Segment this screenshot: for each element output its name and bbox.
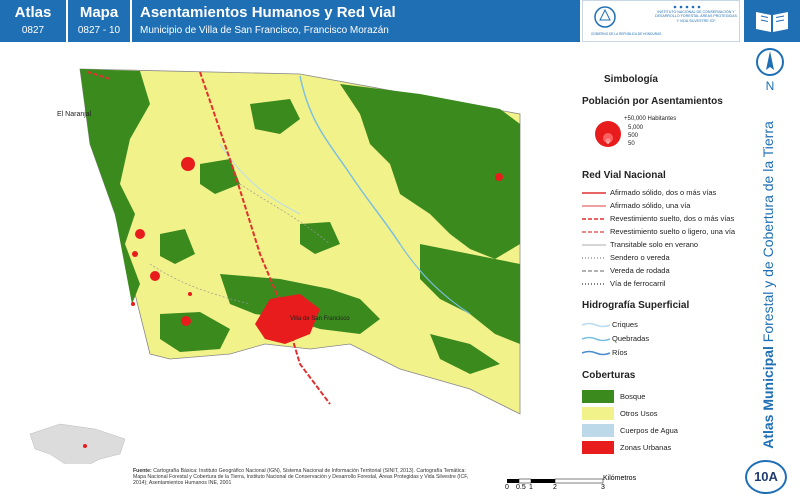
population-item: +50,000 Habitantes — [624, 116, 677, 122]
cover-legend-label: Zonas Urbanas — [620, 443, 672, 452]
sidebar-title-rest: Forestal y de Cobertura de la Tierra — [760, 121, 776, 347]
mapa-label: Mapa — [79, 4, 119, 21]
road-legend-label: Revestimiento suelto, dos o más vías — [610, 214, 735, 223]
population-item: 5,000 — [628, 125, 644, 131]
honduras-locator-map — [29, 423, 126, 470]
urban-area — [255, 294, 320, 344]
road-swatch — [582, 257, 606, 259]
scale-bar: 0 0.5 1 2 3 Kilómetros — [505, 475, 636, 498]
scale-tick: 0.5 — [516, 484, 526, 491]
hydro-swatch — [582, 350, 610, 356]
header: Atlas 0827 Mapa 0827 - 10 Asentamientos … — [0, 0, 800, 42]
label-villa-san-francisco: Villa de San Francisco — [290, 316, 350, 322]
sources-label: Fuente: — [133, 468, 152, 474]
road-legend-label: Vereda de rodada — [610, 266, 670, 275]
population-item: 500 — [628, 133, 639, 139]
sources-text: Cartografía Básica: Instituto Geográfico… — [133, 468, 469, 487]
cover-swatch — [582, 407, 614, 420]
map-svg: El Naranjal Villa de San Francisco — [29, 68, 521, 470]
atlas-label: Atlas — [14, 4, 52, 21]
scale-tick: 2 — [553, 484, 557, 491]
scale-tick: 0 — [505, 484, 509, 491]
road-swatch — [582, 205, 606, 207]
settlements — [131, 157, 503, 326]
hydro-legend-label: Ríos — [612, 348, 628, 357]
hydro-swatch — [582, 336, 610, 342]
mapa-code: 0827 - 10 — [77, 25, 121, 36]
scale-unit: Kilómetros — [603, 475, 637, 482]
road-legend-label: Sendero o vereda — [610, 253, 670, 262]
map-area: El Naranjal Villa de San Francisco — [0, 44, 580, 470]
title-box: Asentamientos Humanos y Red Vial Municip… — [132, 0, 580, 42]
legend: Simbología Población por Asentamientos +… — [580, 70, 740, 460]
page-title: Asentamientos Humanos y Red Vial — [140, 4, 396, 21]
scale-tick: 1 — [529, 484, 533, 491]
cover-swatch — [582, 441, 614, 454]
population-item: 50 — [628, 141, 635, 147]
institution-logos: GOBIERNO DE LA REPÚBLICA DE HONDURAS INS… — [582, 0, 740, 42]
page-subtitle: Municipio de Villa de San Francisco, Fra… — [140, 25, 389, 36]
north-label: N — [765, 79, 775, 93]
population-circles — [595, 121, 621, 147]
road-legend-label: Transitable solo en verano — [610, 240, 699, 249]
cover-swatch — [582, 424, 614, 437]
sidebar-title: Atlas Municipal Forestal y de Cobertura … — [738, 120, 798, 450]
legend-cover-title: Coberturas — [582, 370, 636, 381]
scale-tick: 3 — [601, 484, 605, 491]
logos-svg: GOBIERNO DE LA REPÚBLICA DE HONDURAS INS… — [591, 5, 737, 36]
legend-population-title: Población por Asentamientos — [582, 96, 723, 107]
cover-legend-label: Cuerpos de Agua — [620, 426, 678, 435]
road-swatch — [582, 270, 606, 272]
cover-legend-label: Otros Usos — [620, 409, 658, 418]
sources: Fuente: Cartografía Básica: Instituto Ge… — [133, 468, 473, 487]
book-box — [744, 0, 800, 42]
road-legend-label: Afirmado sólido, una vía — [610, 201, 691, 210]
road-swatch — [582, 192, 606, 194]
sidebar-title-bold: Atlas Municipal — [760, 346, 776, 449]
hydro-legend-label: Criques — [612, 320, 638, 329]
atlas-code: 0827 — [21, 25, 45, 36]
forest-cover — [80, 69, 520, 374]
rivers — [219, 75, 471, 315]
road-swatch — [582, 231, 606, 233]
gov-logo-text: GOBIERNO DE LA REPÚBLICA DE HONDURAS — [591, 31, 661, 36]
road-legend-label: Vía de ferrocarril — [610, 279, 666, 288]
road-swatch — [582, 283, 606, 285]
stars-icon — [673, 5, 701, 9]
road-legend-label: Afirmado sólido, dos o más vías — [610, 188, 717, 197]
scale-bar-graphic — [507, 478, 604, 484]
atlas-code-box: Atlas 0827 — [0, 0, 66, 42]
cover-swatch — [582, 390, 614, 403]
north-arrow: N — [752, 46, 788, 96]
icf-logo-text: INSTITUTO NACIONAL DE CONSERVACIÓN Y DES… — [655, 10, 737, 23]
hydro-legend-label: Quebradas — [612, 334, 650, 343]
map-number-badge: 10A — [745, 460, 787, 494]
legend-hydro-title: Hidrografía Superficial — [582, 300, 690, 311]
road-legend-label: Revestimiento suelto o ligero, una vía — [610, 227, 736, 236]
hydro-swatch — [582, 322, 610, 328]
legend-title: Simbología — [604, 74, 658, 85]
honduras-seal-icon — [594, 6, 616, 28]
open-book-icon — [756, 12, 788, 32]
road-swatch — [582, 244, 606, 246]
legend-roads-title: Red Vial Nacional — [582, 170, 666, 181]
north-arrow-icon — [756, 48, 784, 76]
mapa-code-box: Mapa 0827 - 10 — [68, 0, 130, 42]
road-swatch — [582, 218, 606, 220]
roads — [87, 71, 331, 405]
label-el-naranjal: El Naranjal — [57, 111, 92, 118]
cover-legend-label: Bosque — [620, 392, 646, 401]
